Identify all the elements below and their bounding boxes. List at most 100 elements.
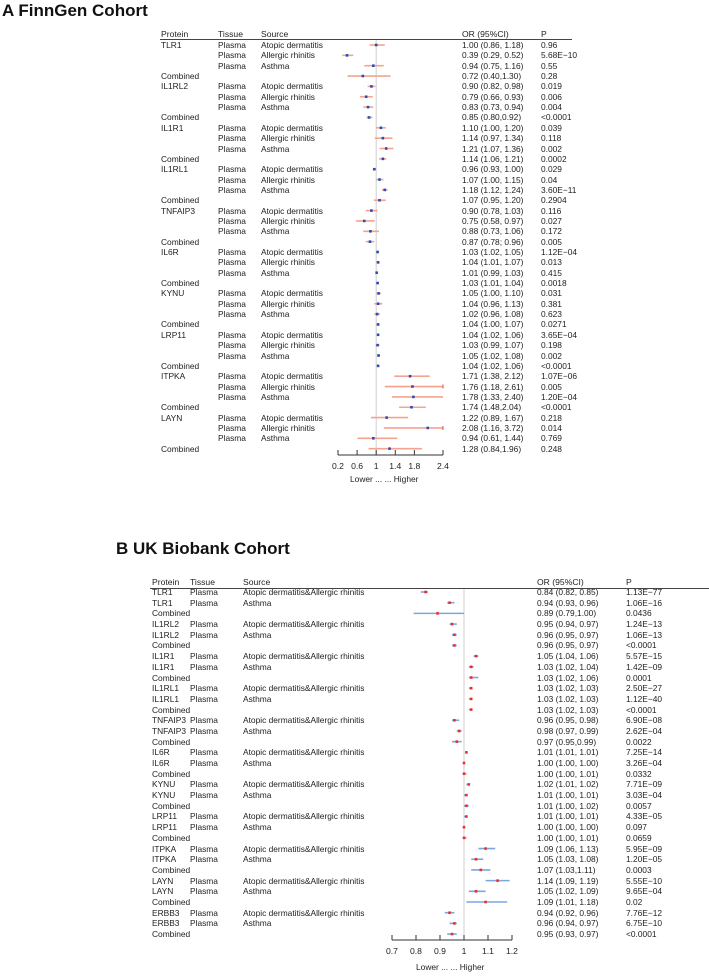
row-tissue: Plasma: [218, 122, 246, 133]
row-source: Atopic dermatitis: [261, 288, 323, 299]
x-tick-label: 1.1: [482, 946, 494, 956]
or-point: [465, 751, 468, 754]
row-source: Atopic dermatitis&Allergic rhinitis: [243, 619, 365, 630]
or-point: [372, 437, 375, 440]
row-tissue: Plasma: [218, 267, 246, 278]
row-protein: Combined: [152, 832, 191, 843]
or-point: [381, 136, 385, 140]
row-source: Asthma: [261, 143, 290, 154]
row-source: Atopic dermatitis&Allergic rhinitis: [243, 683, 365, 694]
or-point: [484, 900, 487, 904]
row-p: 0.0001: [626, 672, 652, 683]
row-source: Asthma: [243, 854, 272, 865]
row-tissue: Plasma: [218, 60, 246, 71]
row-or: 0.90 (0.82, 0.98): [462, 81, 524, 92]
or-point: [374, 43, 378, 47]
or-point: [469, 708, 473, 711]
row-p: 0.96: [541, 40, 558, 50]
panel-a-title: A FinnGen Cohort: [2, 1, 148, 20]
row-protein: TLR1: [152, 587, 173, 597]
row-p: 1.20E−05: [626, 854, 663, 865]
row-tissue: Plasma: [190, 619, 218, 630]
x-tick-label: 1.8: [408, 461, 420, 471]
or-point: [376, 364, 380, 368]
row-p: <0.0001: [626, 640, 657, 651]
row-p: 0.623: [541, 309, 562, 320]
row-protein: ITPKA: [152, 854, 177, 865]
row-p: 0.172: [541, 226, 562, 237]
row-tissue: Plasma: [218, 247, 246, 257]
header-rule: [150, 588, 709, 589]
or-point: [375, 271, 378, 274]
row-protein: IL1R1: [161, 122, 184, 133]
row-source: Asthma: [243, 661, 272, 672]
row-protein: Combined: [161, 319, 200, 330]
row-protein: Combined: [161, 71, 200, 82]
or-point: [361, 74, 365, 78]
or-point: [469, 686, 473, 690]
row-or: 0.84 (0.82, 0.85): [537, 587, 599, 597]
row-p: 0.002: [541, 143, 562, 154]
row-p: 0.218: [541, 412, 562, 423]
row-tissue: Plasma: [218, 184, 246, 195]
row-or: 0.96 (0.95, 0.97): [537, 629, 599, 640]
or-point: [377, 354, 380, 357]
row-p: 0.2904: [541, 195, 567, 206]
row-protein: Combined: [161, 360, 200, 371]
row-protein: IL6R: [152, 747, 170, 758]
row-source: Asthma: [243, 918, 272, 929]
row-or: 1.07 (1.03,1.11): [537, 864, 596, 875]
row-p: <0.0001: [541, 360, 572, 371]
or-point: [469, 697, 473, 701]
or-point: [462, 825, 466, 829]
or-point: [376, 302, 380, 306]
row-protein: Combined: [152, 672, 191, 683]
row-protein: Combined: [152, 736, 191, 747]
row-or: 1.03 (1.02, 1.03): [537, 704, 599, 715]
row-p: 6.75E−10: [626, 918, 663, 929]
row-p: 0.004: [541, 102, 562, 113]
row-or: 1.74 (1.48,2.04): [462, 402, 522, 413]
row-protein: KYNU: [161, 288, 185, 299]
row-or: 1.05 (1.00, 1.10): [462, 288, 524, 299]
row-source: Atopic dermatitis&Allergic rhinitis: [243, 875, 365, 886]
row-or: 1.03 (0.99, 1.07): [462, 340, 524, 351]
or-point: [381, 157, 385, 161]
row-or: 1.14 (1.06, 1.21): [462, 153, 524, 164]
or-point: [474, 857, 478, 861]
or-point: [368, 240, 372, 243]
row-or: 1.21 (1.07, 1.36): [462, 143, 524, 154]
or-point: [385, 416, 388, 419]
row-or: 1.18 (1.12, 1.24): [462, 184, 524, 195]
or-point: [376, 333, 380, 337]
row-p: 3.60E−11: [541, 184, 577, 195]
or-point: [370, 85, 373, 88]
row-or: 1.04 (1.02, 1.06): [462, 360, 524, 371]
or-point: [366, 105, 370, 109]
or-point: [388, 447, 391, 450]
row-protein: TLR1: [161, 40, 182, 50]
row-or: 1.03 (1.02, 1.03): [537, 683, 599, 694]
or-point: [426, 426, 430, 430]
panel-b-title: B UK Biobank Cohort: [116, 539, 290, 558]
row-or: 1.05 (1.04, 1.06): [537, 651, 599, 662]
x-tick-label: 1: [462, 946, 467, 956]
row-p: <0.0001: [541, 402, 572, 413]
row-tissue: Plasma: [190, 779, 218, 790]
row-p: 0.005: [541, 381, 562, 392]
row-p: 1.13E−77: [626, 587, 663, 597]
row-tissue: Plasma: [190, 790, 218, 801]
row-protein: LAYN: [152, 875, 174, 886]
row-tissue: Plasma: [218, 391, 246, 402]
or-point: [362, 219, 366, 223]
x-tick-label: 0.8: [410, 946, 422, 956]
row-or: 1.02 (1.01, 1.02): [537, 779, 599, 790]
row-or: 1.07 (1.00, 1.15): [462, 174, 524, 185]
row-or: 0.72 (0.40,1.30): [462, 71, 522, 82]
row-protein: TNFAIP3: [152, 715, 186, 726]
row-p: 0.019: [541, 81, 562, 92]
row-protein: IL6R: [161, 247, 179, 257]
or-point: [411, 385, 414, 388]
row-p: 0.002: [541, 350, 562, 361]
row-or: 0.39 (0.29, 0.52): [462, 50, 524, 61]
